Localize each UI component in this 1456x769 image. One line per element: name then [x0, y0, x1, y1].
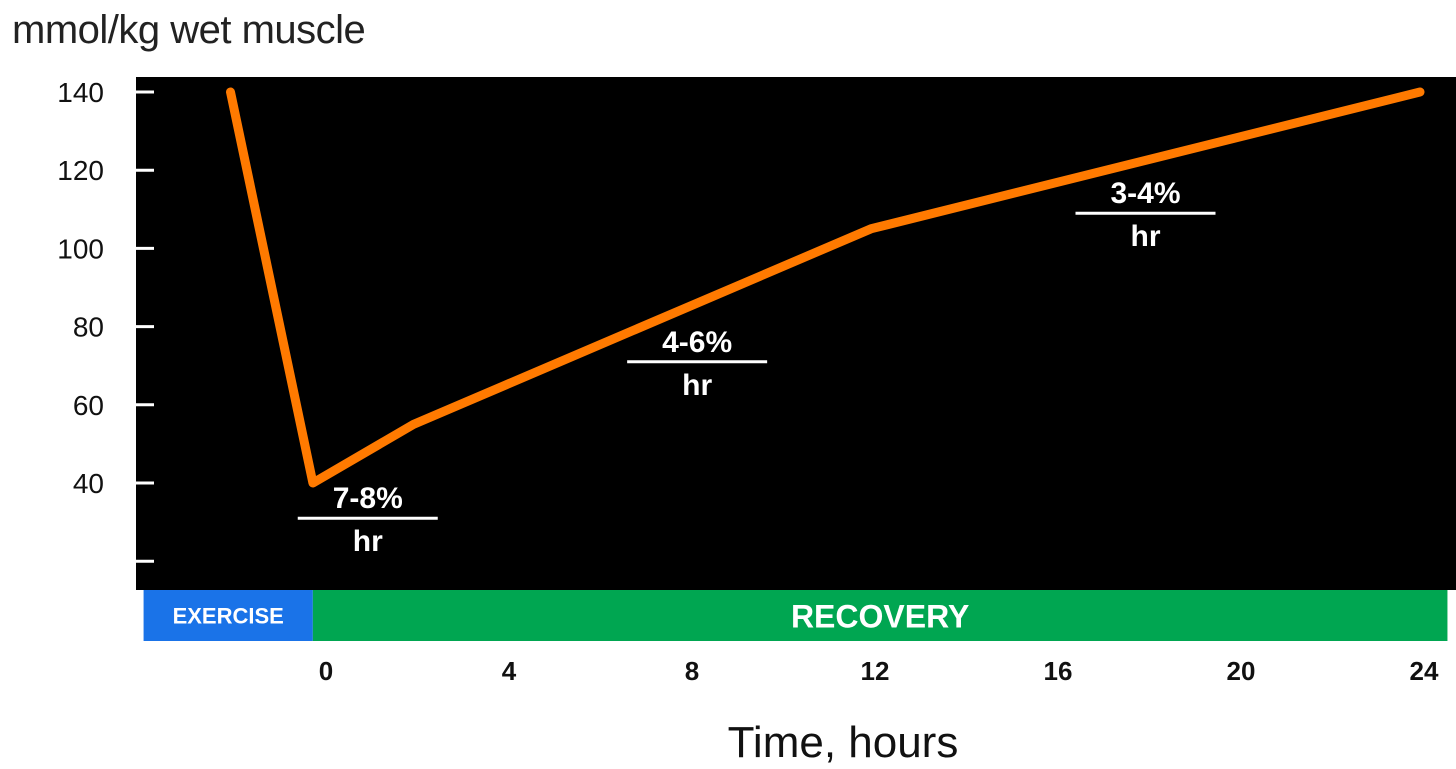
- y-tick-label: 100: [57, 233, 104, 264]
- x-tick-label: 4: [502, 656, 517, 686]
- y-axis-label: mmol/kg wet muscle: [12, 8, 366, 52]
- x-tick-label: 20: [1227, 656, 1256, 686]
- y-tick-label: 120: [57, 155, 104, 186]
- y-tick-label: 60: [73, 390, 104, 421]
- x-tick-label: 24: [1410, 656, 1439, 686]
- phase-label-recovery: RECOVERY: [791, 599, 969, 635]
- rate-annotation-denominator: hr: [353, 525, 383, 558]
- phase-label-exercise: EXERCISE: [173, 604, 284, 629]
- rate-annotation-denominator: hr: [682, 369, 712, 402]
- rate-annotation-numerator: 7-8%: [333, 482, 403, 515]
- x-tick-label: 0: [319, 656, 333, 686]
- x-tick-label: 16: [1044, 656, 1073, 686]
- phase-band-exercise: [143, 590, 313, 641]
- plot-background: [136, 77, 1456, 590]
- y-tick-label: 80: [73, 312, 104, 343]
- x-tick-label: 8: [685, 656, 699, 686]
- rate-annotation-numerator: 4-6%: [662, 326, 732, 359]
- phase-band-recovery: [312, 590, 1448, 641]
- y-tick-label: 40: [73, 468, 104, 499]
- x-tick-label: 12: [861, 656, 890, 686]
- rate-annotation-denominator: hr: [1131, 220, 1161, 253]
- x-axis-label: Time, hours: [727, 718, 959, 767]
- rate-annotation-numerator: 3-4%: [1110, 177, 1180, 210]
- y-tick-label: 140: [57, 77, 104, 108]
